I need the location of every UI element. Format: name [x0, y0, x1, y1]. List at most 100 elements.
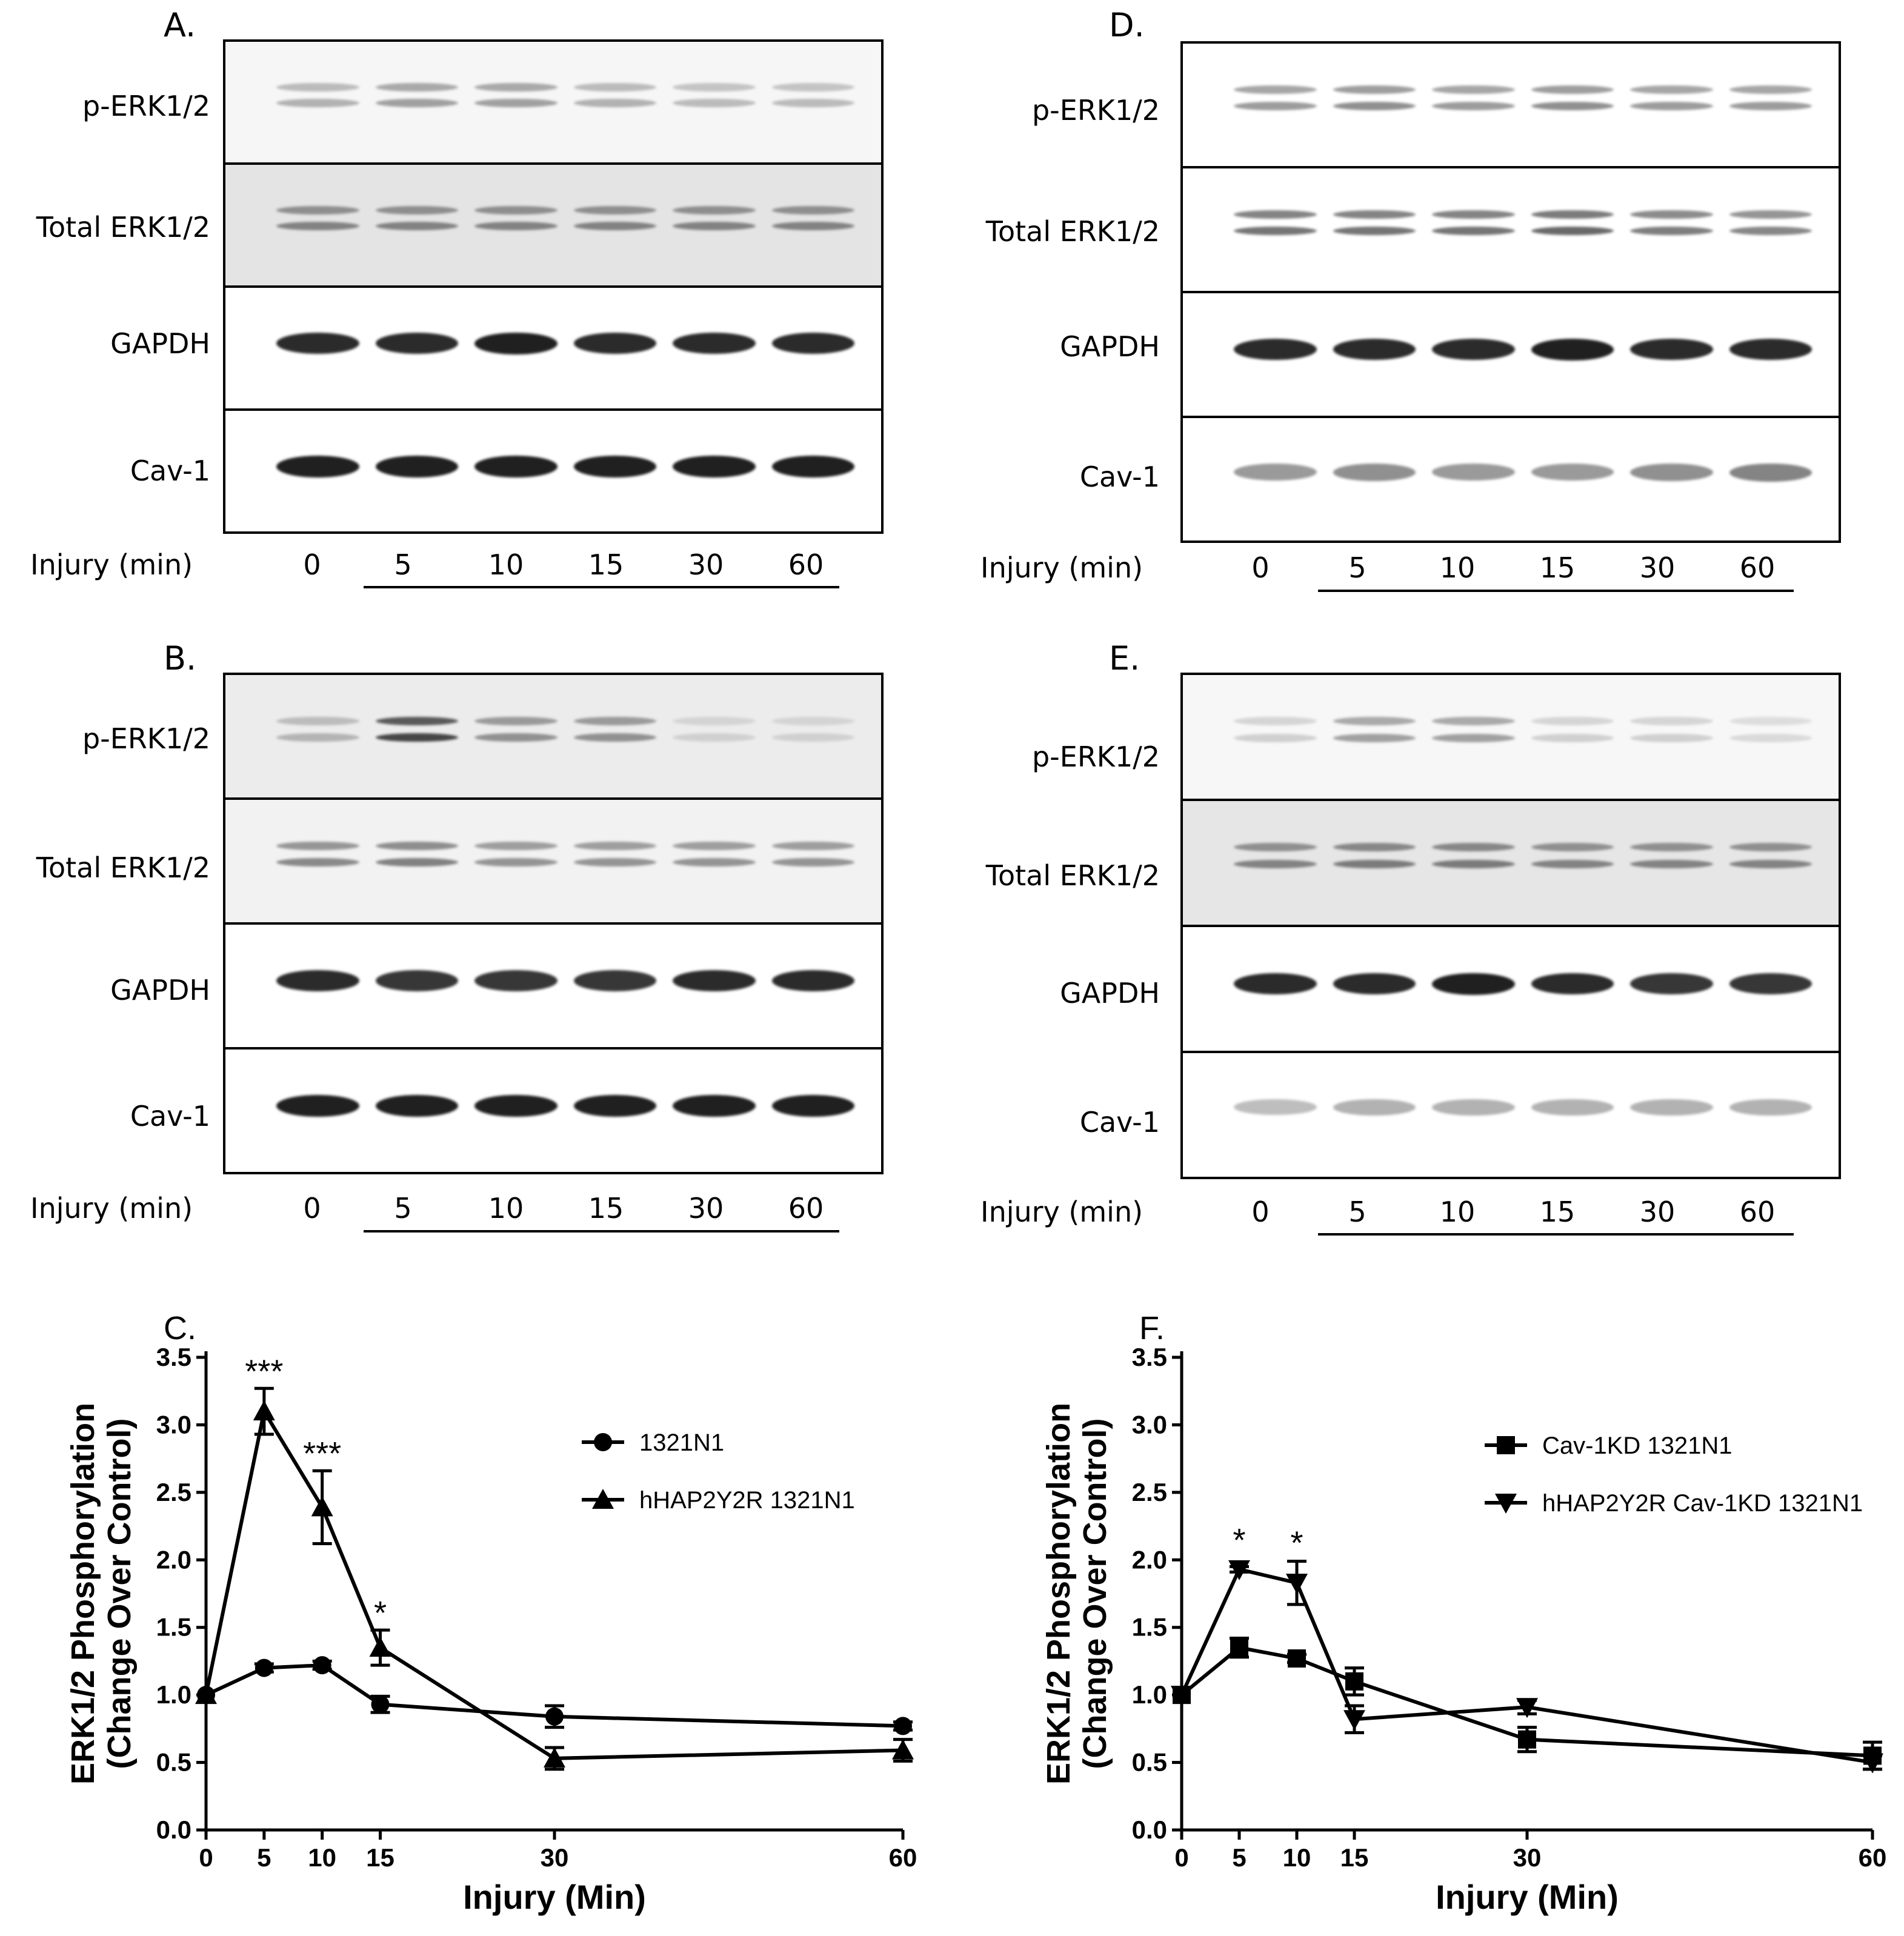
blot-strip [223, 673, 884, 800]
protein-band [375, 205, 459, 215]
protein-band [1531, 463, 1614, 481]
protein-band [1234, 717, 1317, 726]
significance-marker: * [374, 1595, 387, 1631]
protein-band [1432, 717, 1515, 726]
protein-band [276, 841, 359, 850]
protein-band [1234, 101, 1317, 110]
y-axis-title: ERK1/2 Phosphorylation [65, 1403, 101, 1785]
protein-band [771, 222, 855, 231]
protein-band [1630, 226, 1713, 235]
data-point [311, 1496, 333, 1517]
injury-bracket [364, 586, 839, 588]
protein-band [1729, 226, 1812, 235]
data-point [371, 1695, 390, 1714]
protein-band [1531, 101, 1614, 110]
protein-band [1333, 733, 1416, 742]
data-point [544, 1747, 565, 1768]
protein-band [1630, 101, 1713, 110]
western-blot-e [1180, 673, 1841, 1180]
blot-strip [1180, 1051, 1841, 1179]
protein-band [1234, 843, 1317, 852]
protein-band [375, 841, 459, 850]
protein-band [1234, 85, 1317, 94]
protein-band [1531, 338, 1614, 361]
blot-strip [1180, 673, 1841, 801]
protein-band [771, 99, 855, 108]
chart-c: C. 0.0 0.5 1.0 1.5 2.0 2.5 3.0 3.5 0 5 10 15 30 60 Inju… [65, 1310, 917, 1916]
y-tick-label: 3.0 [156, 1410, 191, 1439]
protein-band [375, 332, 459, 354]
protein-band [1333, 338, 1416, 360]
row-label-gapdh: GAPDH [110, 327, 210, 360]
protein-band [1333, 973, 1416, 994]
injury-label: Injury (min) [30, 1192, 193, 1225]
blot-strip [223, 162, 884, 288]
legend-marker [1497, 1436, 1515, 1454]
protein-band [573, 1094, 657, 1117]
protein-band [1729, 843, 1812, 852]
injury-label: Injury (min) [30, 548, 193, 581]
protein-band [573, 99, 657, 108]
time-label-5: 5 [394, 548, 412, 581]
x-tick-label: 5 [1232, 1843, 1246, 1872]
y-tick-label: 1.0 [1132, 1680, 1167, 1709]
blot-strip [223, 922, 884, 1049]
protein-band [573, 455, 657, 477]
protein-band [474, 733, 558, 742]
protein-band [474, 716, 558, 725]
protein-band [1333, 843, 1416, 852]
protein-band [375, 82, 459, 91]
y-tick-label: 0.0 [1132, 1815, 1167, 1844]
protein-band [1630, 210, 1713, 219]
time-label-60: 60 [1739, 551, 1776, 584]
protein-band [1729, 210, 1812, 219]
protein-band [276, 733, 359, 742]
protein-band [276, 716, 359, 725]
western-blot-b [223, 673, 884, 1176]
blot-strip [223, 408, 884, 534]
x-tick-label: 0 [1174, 1843, 1188, 1872]
protein-band [673, 970, 756, 991]
protein-band [1432, 843, 1515, 852]
blot-strip [1180, 291, 1841, 418]
y-tick-label: 2.5 [1132, 1478, 1167, 1506]
protein-band [573, 205, 657, 215]
protein-band [375, 1094, 459, 1117]
protein-band [1531, 226, 1614, 235]
protein-band [771, 716, 855, 725]
time-label-30: 30 [1639, 1196, 1676, 1228]
protein-band [1729, 733, 1812, 742]
injury-bracket [1318, 1233, 1794, 1236]
series-line [1180, 1645, 1873, 1758]
protein-band [1234, 859, 1317, 868]
time-label-15: 15 [588, 1192, 624, 1225]
legend-label: hHAP2Y2R Cav-1KD 1321N1 [1542, 1490, 1863, 1517]
row-label-p-erk: p-ERK1/2 [1031, 740, 1160, 773]
blot-strip [1180, 416, 1841, 543]
time-label-10: 10 [1439, 551, 1476, 584]
protein-band [573, 733, 657, 742]
row-label-total-erk: Total ERK1/2 [985, 859, 1160, 892]
protein-band [474, 970, 558, 991]
x-tick-label: 30 [541, 1843, 569, 1872]
protein-band [1333, 463, 1416, 481]
blot-strip [223, 1047, 884, 1174]
panel-letter-d: D. [1109, 6, 1145, 44]
protein-band [375, 970, 459, 991]
time-label-30: 30 [1639, 551, 1676, 584]
protein-band [673, 332, 756, 354]
protein-band [673, 857, 756, 867]
protein-band [1432, 973, 1515, 995]
time-label-15: 15 [1539, 1196, 1576, 1228]
legend-marker [592, 1489, 614, 1509]
protein-band [673, 841, 756, 850]
injury-label: Injury (min) [980, 1196, 1143, 1228]
protein-band [1630, 717, 1713, 726]
blot-strip [223, 39, 884, 165]
chart-f: F. 0.0 0.5 1.0 1.5 2.0 2.5 3.0 3.5 0 5 10 15 30 60 Inju… [1040, 1310, 1886, 1916]
protein-band [573, 857, 657, 867]
protein-band [1432, 463, 1515, 481]
x-tick-label: 60 [889, 1843, 917, 1872]
protein-band [1630, 973, 1713, 994]
row-label-p-erk: p-ERK1/2 [82, 722, 210, 755]
